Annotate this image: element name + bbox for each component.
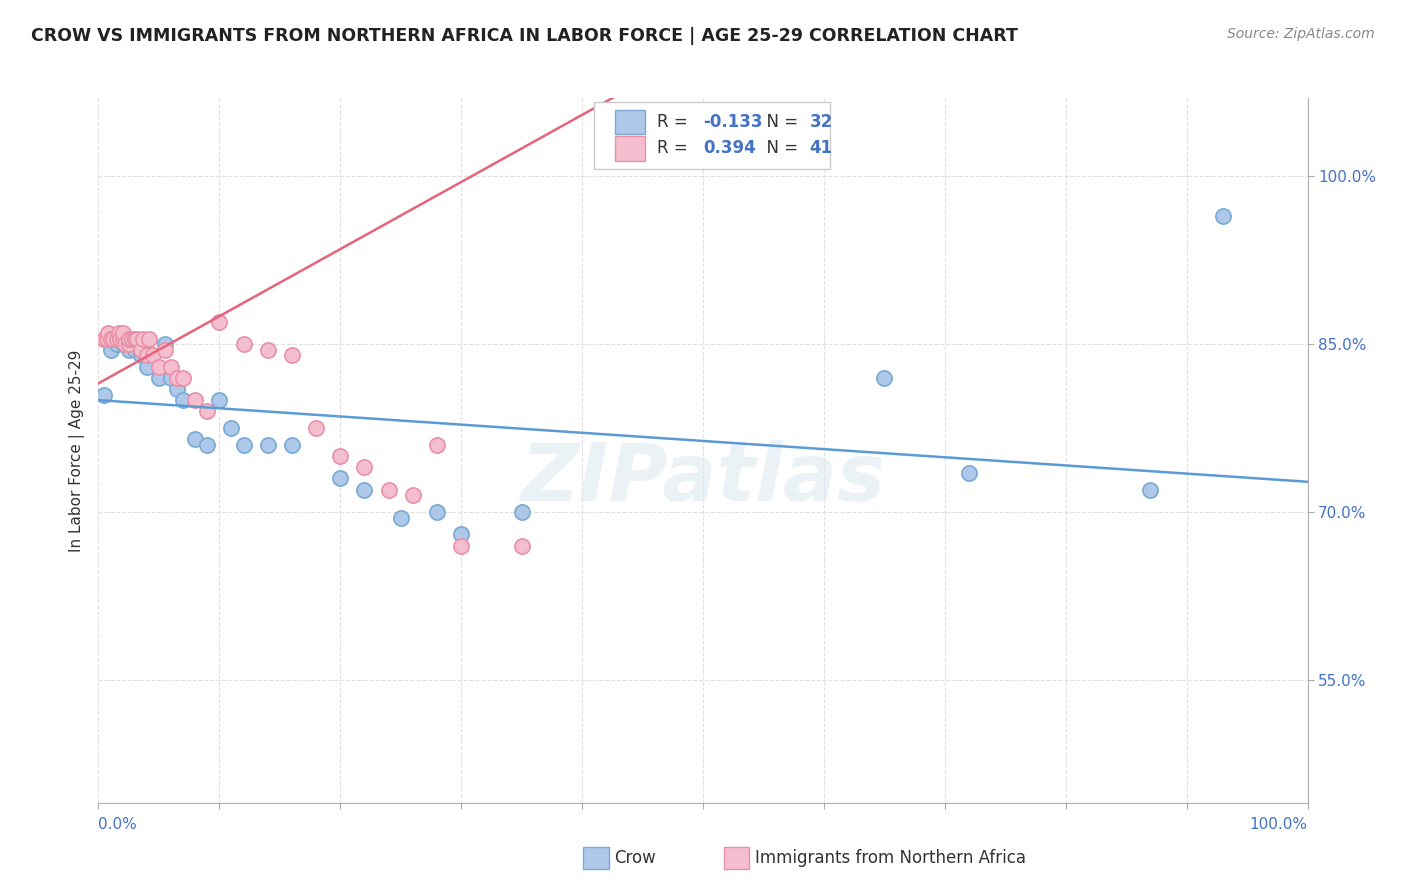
Point xyxy=(153,343,176,357)
Point xyxy=(93,387,115,401)
Bar xyxy=(614,110,645,135)
Point xyxy=(153,337,176,351)
Point xyxy=(96,332,118,346)
Point xyxy=(160,370,183,384)
Point xyxy=(111,337,134,351)
Point xyxy=(377,483,399,497)
Point xyxy=(105,337,128,351)
Point xyxy=(124,332,146,346)
Text: Source: ZipAtlas.com: Source: ZipAtlas.com xyxy=(1227,27,1375,41)
Point xyxy=(97,326,120,340)
Point xyxy=(172,393,194,408)
Point xyxy=(402,488,425,502)
Point xyxy=(138,332,160,346)
Text: R =: R = xyxy=(657,113,693,131)
Text: -0.133: -0.133 xyxy=(703,113,762,131)
Y-axis label: In Labor Force | Age 25-29: In Labor Force | Age 25-29 xyxy=(69,350,84,551)
Point xyxy=(135,348,157,362)
Point xyxy=(329,471,352,485)
Point xyxy=(510,539,533,553)
Point xyxy=(208,393,231,408)
Point xyxy=(353,483,375,497)
Point xyxy=(450,527,472,541)
Point xyxy=(101,332,124,346)
Point xyxy=(1139,483,1161,497)
Text: N =: N = xyxy=(756,113,804,131)
Point xyxy=(129,343,152,357)
Point xyxy=(127,332,149,346)
Point xyxy=(281,348,304,362)
Point xyxy=(166,382,188,396)
Point xyxy=(426,505,449,519)
Point xyxy=(281,438,304,452)
Point xyxy=(100,343,122,357)
Point xyxy=(184,432,207,446)
Point xyxy=(129,343,152,357)
Point xyxy=(148,370,170,384)
Text: CROW VS IMMIGRANTS FROM NORTHERN AFRICA IN LABOR FORCE | AGE 25-29 CORRELATION C: CROW VS IMMIGRANTS FROM NORTHERN AFRICA … xyxy=(31,27,1018,45)
Point xyxy=(232,337,254,351)
Point xyxy=(108,332,131,346)
Point xyxy=(111,326,134,340)
Point xyxy=(111,332,134,346)
Point xyxy=(93,332,115,346)
Point xyxy=(118,343,141,357)
Point xyxy=(329,449,352,463)
Point xyxy=(1212,209,1234,223)
Point xyxy=(124,332,146,346)
Point xyxy=(135,348,157,362)
Text: N =: N = xyxy=(756,139,804,157)
Point xyxy=(232,438,254,452)
Point xyxy=(160,359,183,374)
Point xyxy=(353,460,375,475)
Point xyxy=(195,438,218,452)
Point xyxy=(118,337,141,351)
Point xyxy=(105,332,128,346)
Point xyxy=(450,539,472,553)
Point xyxy=(873,370,896,384)
Point xyxy=(256,343,278,357)
Point xyxy=(124,343,146,357)
Point xyxy=(135,359,157,374)
Text: R =: R = xyxy=(657,139,693,157)
Point xyxy=(118,332,141,346)
Point xyxy=(172,370,194,384)
Point xyxy=(148,359,170,374)
FancyBboxPatch shape xyxy=(595,102,830,169)
Point xyxy=(132,332,155,346)
Point xyxy=(221,421,243,435)
Point xyxy=(510,505,533,519)
Point xyxy=(208,315,231,329)
Point xyxy=(184,393,207,408)
Point xyxy=(256,438,278,452)
Text: 100.0%: 100.0% xyxy=(1250,817,1308,832)
Point xyxy=(195,404,218,418)
Point xyxy=(426,438,449,452)
Point xyxy=(114,337,136,351)
Text: Crow: Crow xyxy=(614,849,657,867)
Point xyxy=(142,348,165,362)
Point xyxy=(129,348,152,362)
Point xyxy=(108,326,131,340)
Point xyxy=(121,332,143,346)
Text: Immigrants from Northern Africa: Immigrants from Northern Africa xyxy=(755,849,1026,867)
Text: 32: 32 xyxy=(810,113,832,131)
Text: ZIPatlas: ZIPatlas xyxy=(520,440,886,517)
Text: 41: 41 xyxy=(810,139,832,157)
Point xyxy=(389,510,412,524)
Point xyxy=(166,370,188,384)
Point xyxy=(305,421,328,435)
Bar xyxy=(614,136,645,161)
Point xyxy=(957,466,980,480)
Text: 0.0%: 0.0% xyxy=(98,817,138,832)
Point xyxy=(100,332,122,346)
Text: 0.394: 0.394 xyxy=(703,139,756,157)
